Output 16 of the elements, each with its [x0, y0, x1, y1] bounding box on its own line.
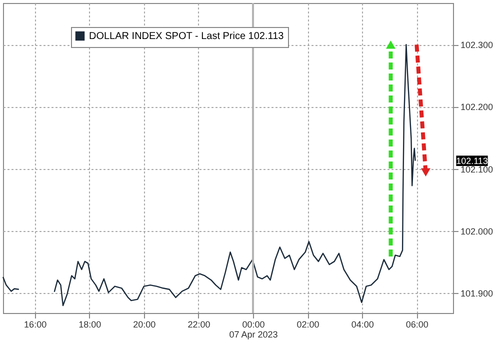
- y-tick-label: 102.300: [460, 40, 494, 50]
- x-tick-label: 16:00: [24, 320, 47, 330]
- x-tick-label: 06:00: [406, 320, 428, 330]
- x-tick-label: 22:00: [188, 320, 210, 330]
- x-tick-label: 04:00: [351, 320, 374, 330]
- y-tick-label: 101.900: [460, 288, 494, 299]
- y-tick-label: 102.100: [460, 164, 494, 174]
- x-tick-label: 20:00: [133, 320, 156, 330]
- x-tick-label: 18:00: [78, 320, 102, 330]
- x-tick-label: 02:00: [296, 320, 320, 330]
- y-tick-label: 102.000: [460, 226, 494, 236]
- annotation: 102.113: [456, 156, 488, 166]
- y-tick-label: 102.200: [460, 102, 494, 112]
- legend-label: DOLLAR INDEX SPOT - Last Price 102.113: [89, 31, 284, 42]
- x-axis-title: 07 Apr 2023: [229, 330, 278, 340]
- x-tick-label: 00:00: [242, 320, 265, 330]
